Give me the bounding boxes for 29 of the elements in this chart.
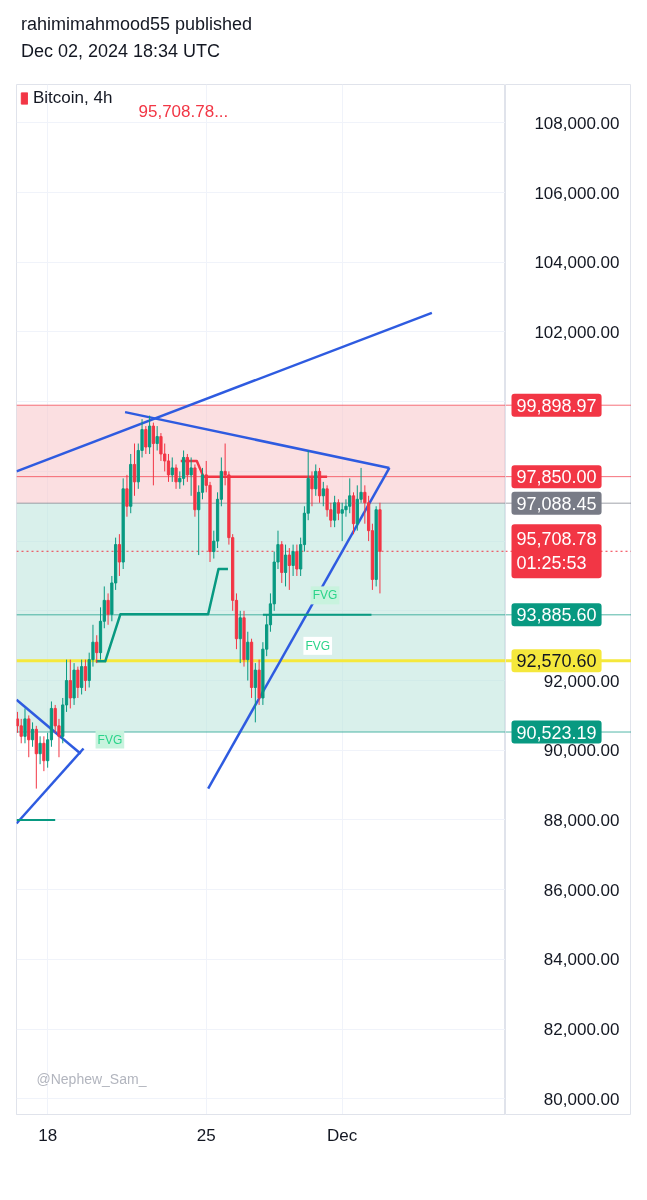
legend-label: Bitcoin, 4h [33, 88, 113, 108]
y-tick-label: 108,000.00 [534, 113, 620, 133]
ref-line-label: 99,898.97 [516, 395, 597, 416]
ref-line-label: 90,523.19 [516, 722, 597, 743]
y-tick-label: 104,000.00 [534, 253, 620, 273]
ref-line-label: 92,570.60 [516, 651, 597, 672]
y-tick-label: 86,000.00 [543, 880, 620, 900]
ref-line-label: 97,088.45 [516, 493, 597, 514]
y-tick-label: 80,000.00 [543, 1089, 620, 1109]
annotation: FVG [312, 588, 338, 603]
annotation: 95,708.78... [138, 101, 229, 121]
y-tick-label: 106,000.00 [534, 183, 620, 203]
y-tick-label: 82,000.00 [543, 1020, 620, 1040]
ref-line-label: 97,850.00 [516, 467, 597, 488]
y-tick-label: 88,000.00 [543, 810, 620, 830]
y-tick-label: 90,000.00 [543, 741, 620, 761]
chart-title: rahimimahmood55 published [21, 14, 253, 34]
annotation: @Nephew_Sam_ [36, 1070, 147, 1087]
x-tick-label: 25 [196, 1125, 216, 1145]
chart-subtitle: Dec 02, 2024 18:34 UTC [21, 41, 221, 61]
y-tick-label: 84,000.00 [543, 950, 620, 970]
ref-line-label: 95,708.78 01:25:53 [516, 529, 597, 574]
y-tick-label: 102,000.00 [534, 322, 620, 342]
annotation: FVG [97, 732, 123, 747]
y-tick-label: 92,000.00 [543, 671, 620, 691]
ref-line-label: 93,885.60 [516, 605, 597, 626]
annotation: FVG [305, 638, 331, 653]
x-tick-label: 18 [38, 1125, 58, 1145]
x-tick-label: Dec [327, 1125, 358, 1145]
